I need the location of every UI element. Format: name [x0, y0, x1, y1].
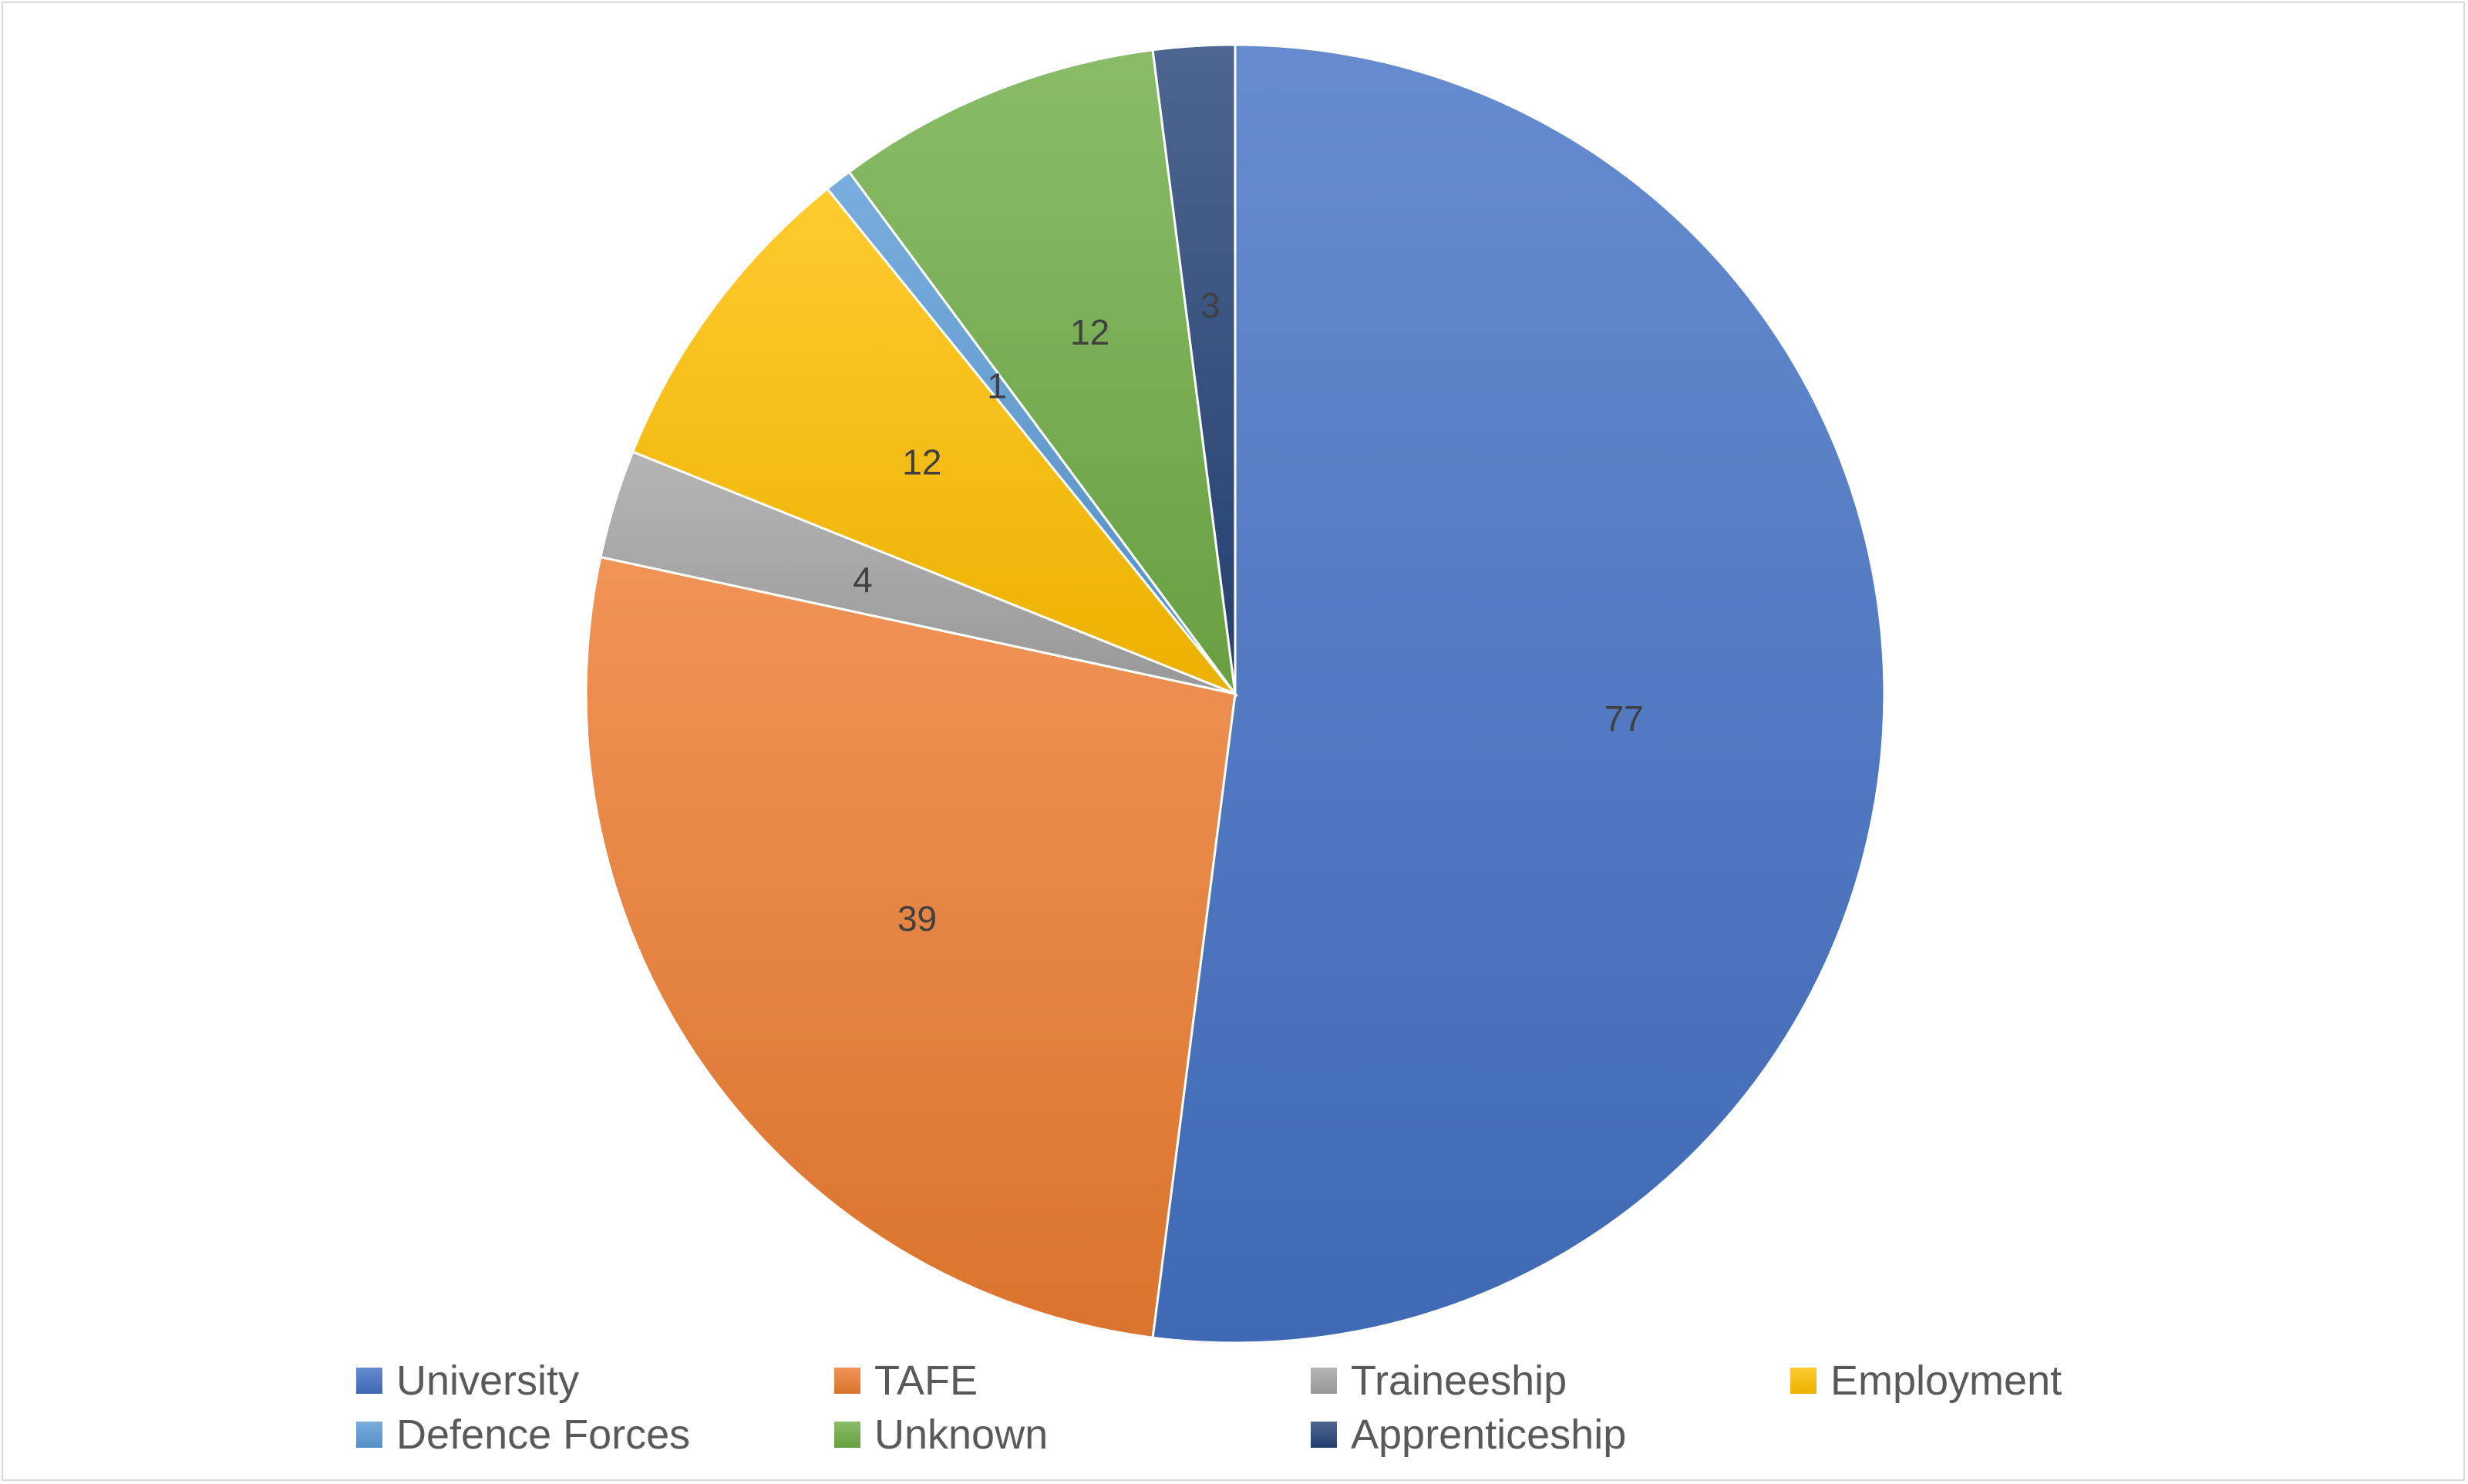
- legend-label: Unknown: [874, 1412, 1049, 1458]
- legend-swatch: [1311, 1422, 1337, 1448]
- pie-slice-employment[interactable]: [631, 187, 1239, 697]
- legend-swatch: [356, 1422, 382, 1448]
- legend-item-tafe[interactable]: TAFE: [834, 1354, 978, 1408]
- data-label-tafe: 39: [897, 899, 937, 939]
- legend-label: Traineeship: [1351, 1358, 1567, 1404]
- legend-swatch: [356, 1368, 382, 1394]
- legend-label: Defence Forces: [396, 1412, 691, 1458]
- pie-chart: 77 39 4 12 1 12 3: [584, 43, 1886, 1344]
- legend-swatch: [1311, 1368, 1337, 1394]
- legend-swatch: [834, 1422, 860, 1448]
- legend-item-university[interactable]: University: [356, 1354, 579, 1408]
- pie-data-labels: 77 39 4 12 1 12 3: [853, 285, 1644, 939]
- legend-label: Apprenticeship: [1351, 1412, 1627, 1458]
- legend: University TAFE Traineeship Employment Defen…: [356, 1354, 2207, 1469]
- data-label-university: 77: [1604, 698, 1644, 739]
- legend-label: Employment: [1830, 1358, 2062, 1404]
- legend-label: University: [396, 1358, 580, 1404]
- legend-item-traineeship[interactable]: Traineeship: [1311, 1354, 1567, 1408]
- legend-item-defence-forces[interactable]: Defence Forces: [356, 1408, 690, 1462]
- pie-slice-tafe[interactable]: [584, 555, 1237, 1339]
- data-label-apprenticeship: 3: [1200, 285, 1221, 325]
- pie-slice-unknown[interactable]: [847, 49, 1237, 698]
- pie-slices: [584, 43, 1886, 1344]
- legend-item-unknown[interactable]: Unknown: [834, 1408, 1048, 1462]
- legend-swatch: [1790, 1368, 1816, 1394]
- pie-slice-apprenticeship[interactable]: [1151, 43, 1237, 695]
- data-label-defence-forces: 1: [987, 365, 1007, 405]
- pie-slice-university[interactable]: [1151, 43, 1886, 1344]
- data-label-employment: 12: [902, 443, 941, 483]
- data-label-unknown: 12: [1070, 312, 1109, 352]
- legend-item-apprenticeship[interactable]: Apprenticeship: [1311, 1408, 1626, 1462]
- legend-label: TAFE: [874, 1358, 978, 1404]
- legend-swatch: [834, 1368, 860, 1394]
- legend-item-employment[interactable]: Employment: [1790, 1354, 2062, 1408]
- data-label-traineeship: 4: [853, 560, 873, 600]
